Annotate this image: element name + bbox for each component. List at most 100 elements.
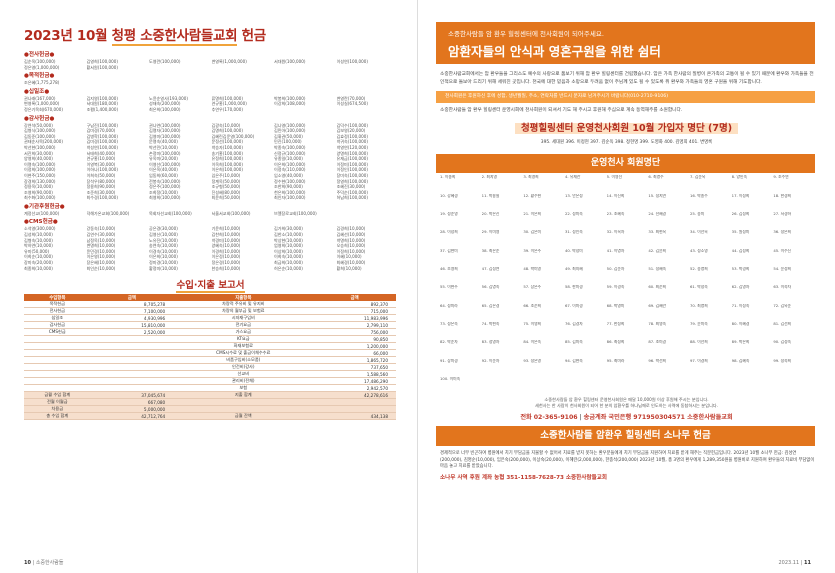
donor-entry: 박선민(10,000) — [149, 144, 178, 150]
center-intro: 소중한사람교회에서는 암 환우들을 그리스도 예수의 사랑으로 품보기 위해 암… — [440, 72, 814, 86]
donor-entry: 신정규(100,000) — [274, 150, 306, 156]
donor-entry: 유옥미(20,000) — [149, 156, 178, 162]
donor-entry: 김영신(10,000) — [149, 232, 178, 238]
donor-entry: 최수경(100,000) — [86, 195, 118, 201]
donor-entry: 이옥희(100,000) — [211, 161, 243, 167]
donor-entry: 조평(1,400,000) — [86, 106, 119, 112]
roster-entry: 33. 최현옥 — [648, 230, 667, 235]
table-row: 금월 수입 합계 37,045,674 지출 합계 42,278,616 — [24, 391, 396, 400]
table-cell: 십일조 — [24, 314, 91, 323]
table-row: 십일조 4,930,996 시자재구입비 11,983,996 — [24, 314, 396, 323]
donor-entry: 박하연(10,000) — [24, 243, 53, 249]
roster-entry: 92. 이순자 — [481, 358, 500, 363]
offering-sections: ●전사헌금● 김순옥(100,000) 김영희(100,000) 도영란(100,00… — [24, 52, 397, 271]
table-cell — [24, 356, 91, 365]
roster-entry: 63. 이숙자 — [773, 285, 792, 290]
donor-entry: 계정선교(100,000) — [24, 210, 60, 216]
donor-entry: 장은혜(10,000) — [86, 260, 116, 266]
donor-entry: 유미(50,000) — [24, 248, 50, 254]
donor-grid: 조은혜(1,775,278) — [24, 80, 397, 86]
donor-entry: 서진희(30,000) — [24, 150, 53, 156]
donor-entry: 정계옥(50,000) — [211, 178, 241, 184]
donor-entry: 이성실(674,500) — [336, 101, 368, 107]
roster-entry: 52. 송명희 — [690, 267, 708, 272]
table-cell: 892,370 — [313, 301, 396, 309]
donor-entry: 공은경(30,000) — [149, 226, 178, 232]
donor-entry: 이현주(150,000) — [24, 172, 56, 178]
table-cell: CMS헌금 — [24, 328, 91, 337]
table-row: 전월 이월금 667,080 — [24, 398, 396, 407]
roster-entry: 46. 조영희 — [440, 267, 458, 272]
roster-entry: 78. 최영숙 — [648, 322, 667, 327]
table-cell: 8,705,278 — [90, 301, 174, 309]
donor-entry: 윤민경(10,000) — [86, 248, 116, 254]
table-cell — [24, 384, 91, 393]
table-cell: 전월 이월금 — [24, 398, 91, 407]
donor-entry: 양영희(40,000) — [24, 156, 53, 162]
table-cell: 37,045,674 — [90, 391, 174, 400]
table-row: 차용금 5,000,000 — [24, 405, 396, 414]
donor-entry: 전봉숙(100,000) — [149, 178, 181, 184]
donor-entry: 최인자(100,000) — [274, 195, 306, 201]
roster-entry: 19. 정순영 — [440, 212, 458, 217]
roster-entry: 7. 김순옥 — [690, 175, 706, 180]
donor-entry: 정용희(90,000) — [86, 184, 116, 190]
donor-entry: 정은주(100,000) — [149, 184, 181, 190]
offering-title: 2023년 10월 청평 소중한사람들교회 헌금 — [24, 28, 266, 46]
donor-entry: 김형숙(10,000) — [24, 237, 53, 243]
table-cell: CMS시수료 및 출금이체수수료 — [173, 349, 314, 358]
donor-entry: 김영희(100,000) — [86, 59, 118, 64]
donor-entry: 한승희(10,000) — [211, 265, 241, 271]
donor-entry: 김광숙(10,000) — [211, 122, 241, 128]
new-members-list: 395. 세대원 396. 이정현 397. 김순옥 398. 정현명 399.… — [540, 140, 713, 146]
donor-entry: 조혜진(30,000) — [336, 184, 366, 190]
donor-entry: 김순옥(100,000) — [24, 59, 56, 64]
roster-entry: 55. 이현주 — [440, 285, 458, 290]
roster-entry: 41. 이명자 — [606, 248, 625, 253]
donor-entry: 최은희(100,000) — [149, 106, 181, 112]
donor-grid: 김순옥(100,000) 김영희(100,000) 도영란(100,000) 변영록(… — [24, 59, 397, 70]
donor-entry: 허은순(10,000) — [274, 265, 303, 271]
finance-table: 수입항목 금액 지출항목 금액 목적헌금 8,705,278 차량적 주유비 및 유지비 8… — [24, 294, 396, 421]
donor-entry: 민진(100,000) — [274, 139, 302, 145]
roster-entry: 79. 윤미숙 — [690, 322, 708, 327]
donor-entry: 김명희(100,000) — [211, 128, 243, 134]
roster-entry: 43. 정소영 — [690, 248, 708, 253]
donor-entry: 오승희(10,000) — [336, 243, 366, 249]
roster-entry: 50. 김순자 — [606, 267, 625, 272]
table-row: 목적헌금 8,705,278 차량적 주유비 및 유지비 892,370 — [24, 301, 396, 309]
table-cell: 목적헌금 — [24, 301, 91, 309]
donor-entry: 서대원(100,000) — [274, 59, 306, 64]
roster-entry: 99. 정숙희 — [773, 358, 792, 363]
roster-entry: 1. 이종희 — [440, 175, 456, 180]
donor-entry: 이명숙(100,000) — [24, 161, 56, 167]
table-cell: 전기요금 — [173, 321, 314, 330]
roster-entry: 27. 서경하 — [773, 212, 792, 217]
donor-entry: 이은옥(40,000) — [149, 167, 178, 173]
donor-entry: 김동준(100,000) — [24, 133, 56, 139]
donor-entry: 브엘장로교회(100,000) — [274, 210, 317, 216]
roster-entry: 38. 최은순 — [481, 248, 500, 253]
roster-entry: 74. 박현숙 — [481, 322, 500, 327]
donor-entry: 박봉희(100,000) — [274, 95, 306, 101]
donor-entry: 최수화(100,000) — [24, 195, 56, 201]
donor-entry: 박승자(100,000) — [211, 144, 243, 150]
donor-entry: 이은영(10,000) — [86, 254, 116, 260]
roster-entry: 58. 한미경 — [565, 285, 583, 290]
roster-entry: 56. 김명숙 — [481, 285, 500, 290]
roster-entry: 36. 정은희 — [773, 230, 792, 235]
donor-entry: 박명희(10,000) — [336, 237, 366, 243]
donor-entry: 이정숙(110,000) — [274, 167, 306, 173]
table-cell: 비품구입비(소모품) — [173, 356, 314, 365]
roster-entry: 71. 이정숙 — [731, 303, 750, 308]
table-cell — [90, 370, 174, 379]
donor-entry: 박경미(10,000) — [211, 237, 241, 243]
donor-entry: 소석영(300,000) — [24, 226, 56, 232]
donor-entry: 임동희(60,000) — [149, 172, 178, 178]
donor-entry: 김미경(100,000) — [86, 139, 118, 145]
roster-entry: 94. 김현숙 — [565, 358, 583, 363]
donor-entry: 송기홍(100,000) — [211, 150, 243, 156]
roster-entry: 53. 박경희 — [731, 267, 750, 272]
donor-entry: 유재금(100,000) — [336, 156, 368, 162]
donor-entry: 황희(10,000) — [336, 265, 362, 271]
